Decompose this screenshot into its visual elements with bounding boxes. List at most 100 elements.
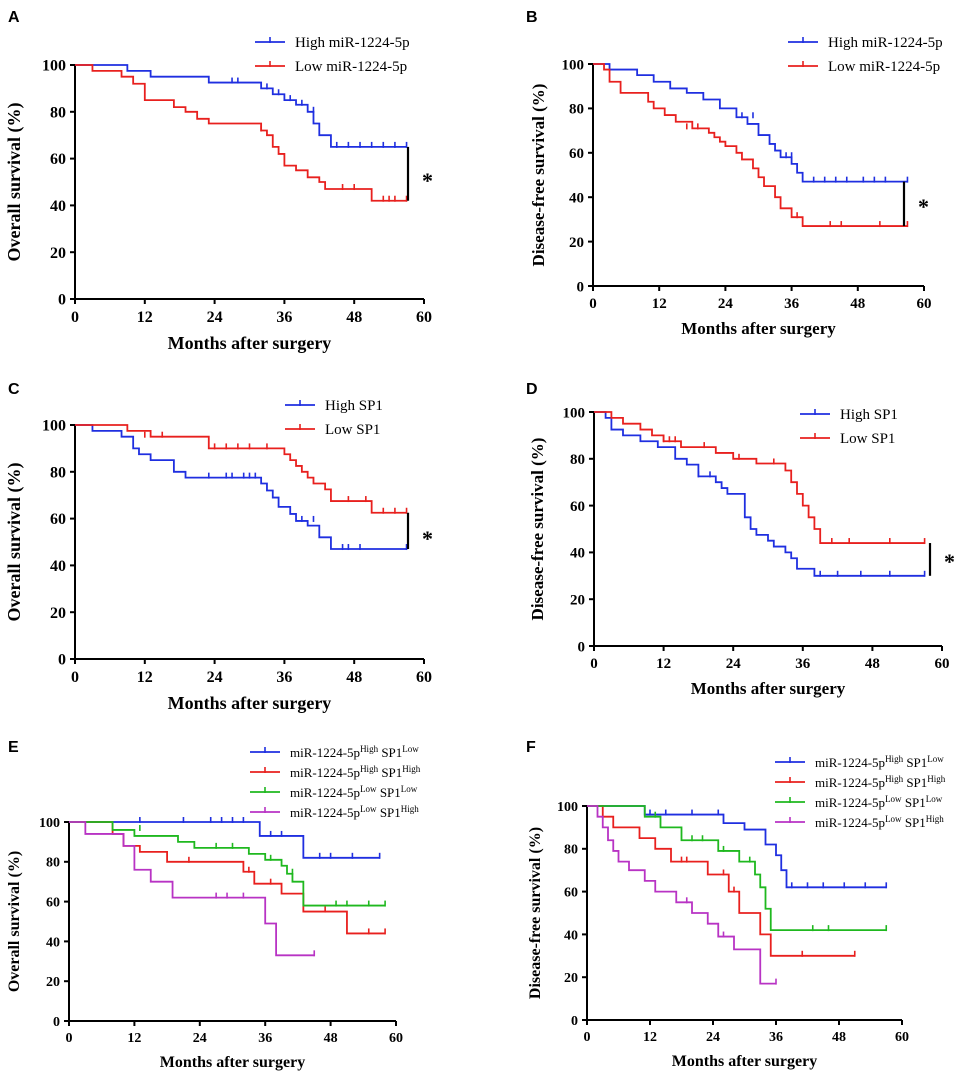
legend-label: Low SP1 xyxy=(325,422,380,438)
y-tick-label: 0 xyxy=(578,639,586,655)
x-axis-title: Months after surgery xyxy=(160,1054,305,1071)
y-tick-label: 0 xyxy=(53,1015,60,1030)
x-tick-label: 60 xyxy=(935,656,950,672)
significance-star: * xyxy=(918,194,929,219)
y-axis-title: Disease-free survival (%) xyxy=(527,827,544,999)
legend-label: miR-1224-5pHigh SP1Low xyxy=(815,754,944,770)
x-tick-label: 48 xyxy=(346,669,362,686)
significance-star: * xyxy=(944,549,955,574)
survival-curve xyxy=(593,63,908,183)
x-tick-label: 60 xyxy=(416,309,432,326)
x-tick-label: 36 xyxy=(258,1031,272,1046)
y-tick-label: 60 xyxy=(564,886,578,901)
x-tick-label: 0 xyxy=(584,1030,591,1045)
y-tick-label: 80 xyxy=(46,856,60,871)
y-tick-label: 60 xyxy=(50,511,66,528)
panel-e: E 0 12 24 36 48 60 0 20 40 60 80 100 Months after sur… xyxy=(6,739,421,1071)
series-1 xyxy=(75,424,408,551)
x-tick-label: 60 xyxy=(917,296,932,312)
x-tick-label: 48 xyxy=(850,296,865,312)
survival-curve xyxy=(75,424,407,514)
x-tick-label: 24 xyxy=(207,309,223,326)
x-tick-label: 0 xyxy=(66,1031,73,1046)
y-axis-title: Overall survival (%) xyxy=(6,851,23,992)
series-1 xyxy=(593,63,909,183)
x-tick-label: 0 xyxy=(590,656,598,672)
panel-f: F 0 12 24 36 48 60 0 20 40 60 80 100 Months after sur… xyxy=(526,739,946,1070)
survival-curve xyxy=(594,411,925,544)
x-tick-label: 12 xyxy=(643,1030,657,1045)
x-tick-label: 48 xyxy=(324,1031,338,1046)
y-tick-label: 100 xyxy=(563,405,586,421)
y-tick-label: 40 xyxy=(46,935,60,950)
y-axis-title: Overall survival (%) xyxy=(4,103,25,262)
legend-label: High miR-1224-5p xyxy=(295,35,410,51)
x-tick-label: 48 xyxy=(832,1030,846,1045)
series-2 xyxy=(69,821,386,935)
y-tick-label: 20 xyxy=(569,235,584,251)
panel-letter: B xyxy=(526,9,538,26)
x-axis-title: Months after surgery xyxy=(681,319,836,338)
x-tick-label: 12 xyxy=(127,1031,141,1046)
y-tick-label: 0 xyxy=(577,279,585,295)
y-tick-label: 60 xyxy=(50,151,66,168)
survival-curve xyxy=(587,805,855,957)
y-axis-title: Disease-free survival (%) xyxy=(528,438,547,621)
y-axis-title: Overall survival (%) xyxy=(4,463,25,622)
panel-letter: F xyxy=(526,739,536,756)
y-tick-label: 0 xyxy=(571,1014,578,1029)
series-2 xyxy=(593,63,909,228)
x-tick-label: 12 xyxy=(656,656,671,672)
y-tick-label: 60 xyxy=(46,896,60,911)
y-tick-label: 60 xyxy=(569,146,584,162)
legend-label: Low miR-1224-5p xyxy=(828,59,940,75)
y-tick-label: 100 xyxy=(42,58,66,75)
survival-curve xyxy=(69,821,386,907)
y-tick-label: 80 xyxy=(570,452,585,468)
survival-curve xyxy=(593,63,908,227)
panel-letter: E xyxy=(8,739,19,756)
panel-letter: C xyxy=(8,381,20,398)
y-tick-label: 20 xyxy=(46,975,60,990)
series-2 xyxy=(594,411,926,545)
x-tick-label: 12 xyxy=(137,309,153,326)
legend-label: Low miR-1224-5p xyxy=(295,59,407,75)
survival-curve xyxy=(69,821,380,859)
y-tick-label: 40 xyxy=(564,928,578,943)
legend-label: miR-1224-5pHigh SP1High xyxy=(290,764,421,780)
panel-letter: D xyxy=(526,381,538,398)
y-tick-label: 40 xyxy=(50,558,66,575)
legend: High miR-1224-5p Low miR-1224-5p xyxy=(255,35,410,75)
y-tick-label: 40 xyxy=(570,546,585,562)
legend: miR-1224-5pHigh SP1Low miR-1224-5pHigh SP… xyxy=(775,754,946,830)
x-tick-label: 60 xyxy=(389,1031,403,1046)
survival-curve xyxy=(75,64,407,148)
x-tick-label: 0 xyxy=(589,296,597,312)
y-tick-label: 20 xyxy=(50,605,66,622)
legend-label: miR-1224-5pHigh SP1Low xyxy=(290,744,419,760)
x-tick-label: 60 xyxy=(416,669,432,686)
legend-label: High miR-1224-5p xyxy=(828,35,943,51)
x-tick-label: 36 xyxy=(276,669,292,686)
y-tick-label: 80 xyxy=(569,102,584,118)
y-tick-label: 20 xyxy=(50,245,66,262)
y-tick-label: 100 xyxy=(557,800,578,815)
series-4 xyxy=(69,821,316,957)
y-tick-label: 20 xyxy=(570,592,585,608)
legend: High SP1 Low SP1 xyxy=(285,398,383,438)
x-axis-title: Months after surgery xyxy=(691,679,846,698)
x-tick-label: 24 xyxy=(706,1030,720,1045)
x-tick-label: 36 xyxy=(769,1030,783,1045)
series-1 xyxy=(594,411,926,577)
survival-curve xyxy=(69,821,315,957)
survival-curve xyxy=(587,805,887,932)
legend-label: High SP1 xyxy=(840,407,898,423)
survival-curve xyxy=(594,411,925,577)
series-1 xyxy=(587,805,888,889)
legend-label: miR-1224-5pLow SP1High xyxy=(290,804,419,820)
x-tick-label: 24 xyxy=(726,656,742,672)
y-tick-label: 100 xyxy=(39,816,60,831)
y-tick-label: 80 xyxy=(50,464,66,481)
survival-curve xyxy=(587,805,776,985)
legend-label: miR-1224-5pLow SP1Low xyxy=(815,794,943,810)
